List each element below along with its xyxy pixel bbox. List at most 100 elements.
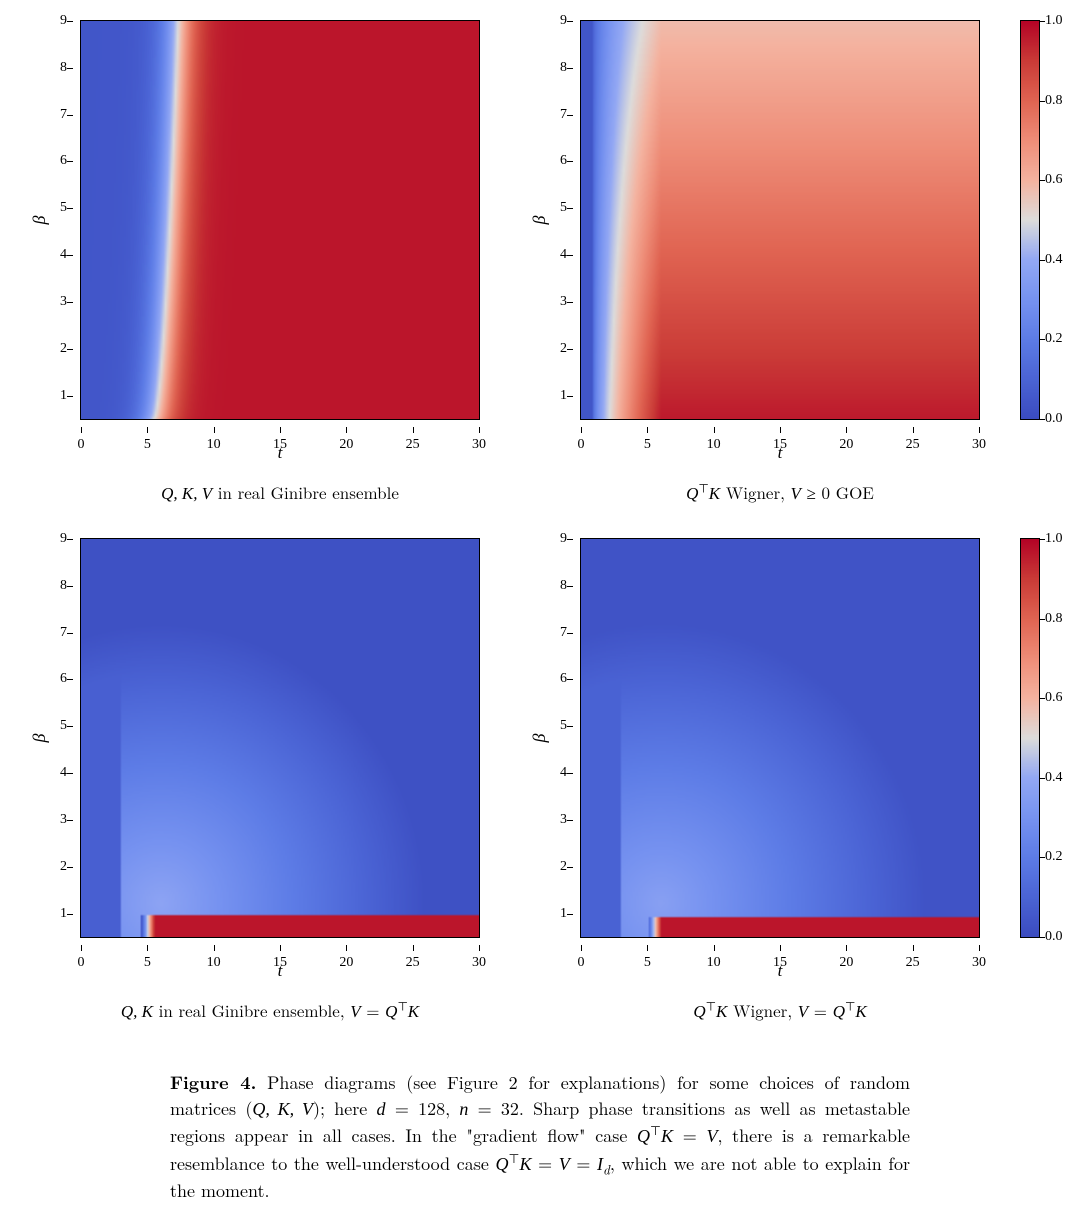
colorbar-tick-mark — [1040, 698, 1045, 699]
x-tick-label: 20 — [339, 437, 353, 453]
x-tick-mark — [581, 945, 582, 951]
x-axis-label: t — [778, 443, 783, 463]
y-tick-mark — [67, 726, 73, 727]
y-tick-label: 9 — [45, 13, 67, 29]
y-tick-mark — [567, 867, 573, 868]
x-tick-mark — [214, 945, 215, 951]
x-tick-mark — [979, 945, 980, 951]
heatmap-canvas — [81, 21, 479, 419]
y-tick-label: 4 — [45, 765, 67, 781]
colorbar-tick-label: 0.4 — [1045, 252, 1063, 268]
x-tick-mark — [81, 945, 82, 951]
x-tick-mark — [780, 427, 781, 433]
colorbar-tick-label: 0.8 — [1045, 93, 1063, 109]
colorbar-tick-mark — [1040, 101, 1045, 102]
x-tick-label: 0 — [578, 955, 585, 971]
y-axis-label: β — [29, 734, 50, 743]
y-tick-mark — [67, 773, 73, 774]
heatmap-plot: 123456789 051015202530 β t — [580, 538, 980, 938]
x-tick-mark — [346, 427, 347, 433]
y-tick-label: 3 — [545, 812, 567, 828]
panel-caption-tl: Q, K, V in real Ginibre ensemble — [30, 476, 480, 530]
x-tick-label: 30 — [472, 955, 486, 971]
heatmap-plot: 123456789 051015202530 β t — [80, 538, 480, 938]
y-tick-label: 9 — [545, 13, 567, 29]
colorbar-tick-mark — [1040, 539, 1045, 540]
x-tick-mark — [147, 945, 148, 951]
x-tick-mark — [280, 945, 281, 951]
colorbar-top: 0.00.20.40.60.81.0 — [1020, 20, 1070, 468]
y-tick-mark — [67, 396, 73, 397]
y-tick-label: 2 — [545, 859, 567, 875]
heatmap-plot: 123456789 051015202530 β t — [580, 20, 980, 420]
y-axis-label: β — [529, 216, 550, 225]
x-tick-mark — [647, 945, 648, 951]
y-tick-mark — [67, 255, 73, 256]
heatmap-plot: 123456789 051015202530 β t — [80, 20, 480, 420]
colorbar-tick-label: 0.6 — [1045, 690, 1063, 706]
y-tick-label: 1 — [45, 906, 67, 922]
panel-bottom-left: 123456789 051015202530 β t — [30, 538, 490, 986]
colorbar-tick-label: 0.6 — [1045, 172, 1063, 188]
y-tick-mark — [567, 255, 573, 256]
y-tick-label: 7 — [545, 625, 567, 641]
x-tick-mark — [81, 427, 82, 433]
x-tick-mark — [214, 427, 215, 433]
colorbar-tick-label: 0.2 — [1045, 331, 1063, 347]
x-tick-mark — [913, 945, 914, 951]
colorbar-canvas — [1021, 539, 1039, 937]
x-tick-label: 10 — [707, 437, 721, 453]
x-tick-label: 25 — [406, 955, 420, 971]
x-tick-label: 10 — [707, 955, 721, 971]
x-tick-label: 25 — [906, 955, 920, 971]
y-tick-label: 3 — [545, 294, 567, 310]
x-tick-label: 0 — [78, 437, 85, 453]
colorbar-tick-label: 0.4 — [1045, 770, 1063, 786]
x-axis-label: t — [278, 443, 283, 463]
y-tick-label: 2 — [45, 341, 67, 357]
colorbar-tick-label: 0.0 — [1045, 411, 1063, 427]
x-tick-label: 5 — [644, 955, 651, 971]
colorbar-tick-mark — [1040, 180, 1045, 181]
y-tick-mark — [67, 349, 73, 350]
colorbar-tick-mark — [1040, 619, 1045, 620]
y-tick-label: 1 — [545, 388, 567, 404]
y-tick-mark — [567, 115, 573, 116]
y-tick-mark — [67, 914, 73, 915]
y-tick-mark — [567, 302, 573, 303]
y-tick-mark — [567, 208, 573, 209]
colorbar-tick-mark — [1040, 778, 1045, 779]
y-tick-mark — [67, 161, 73, 162]
y-tick-mark — [567, 161, 573, 162]
x-tick-label: 30 — [972, 955, 986, 971]
x-tick-mark — [979, 427, 980, 433]
figure-label: Figure 4. — [170, 1070, 256, 1095]
y-tick-label: 2 — [545, 341, 567, 357]
panel-bottom-right: 123456789 051015202530 β t — [530, 538, 980, 986]
colorbar-tick-mark — [1040, 339, 1045, 340]
y-tick-label: 7 — [45, 107, 67, 123]
y-tick-mark — [67, 867, 73, 868]
x-tick-label: 20 — [839, 437, 853, 453]
x-tick-mark — [479, 427, 480, 433]
x-tick-mark — [714, 427, 715, 433]
x-tick-mark — [581, 427, 582, 433]
x-tick-mark — [147, 427, 148, 433]
y-tick-label: 8 — [545, 60, 567, 76]
colorbar-tick-label: 0.0 — [1045, 929, 1063, 945]
y-tick-label: 7 — [45, 625, 67, 641]
x-tick-label: 5 — [144, 955, 151, 971]
y-tick-mark — [67, 586, 73, 587]
y-tick-mark — [567, 633, 573, 634]
colorbar-tick-label: 0.8 — [1045, 611, 1063, 627]
colorbar-tick-mark — [1040, 260, 1045, 261]
colorbar-tick-mark — [1040, 419, 1045, 420]
y-tick-mark — [67, 208, 73, 209]
colorbar-tick-label: 1.0 — [1045, 531, 1063, 547]
x-tick-label: 5 — [144, 437, 151, 453]
panel-top-left: 123456789 051015202530 β t — [30, 20, 490, 468]
y-tick-mark — [567, 773, 573, 774]
x-tick-label: 10 — [207, 437, 221, 453]
y-tick-mark — [567, 349, 573, 350]
y-tick-label: 4 — [45, 247, 67, 263]
